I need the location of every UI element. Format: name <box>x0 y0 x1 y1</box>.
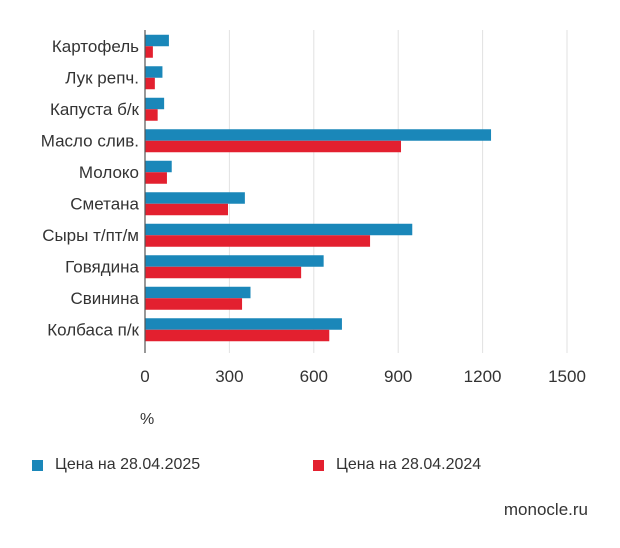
legend-swatch-2025 <box>32 459 43 471</box>
bar-2024 <box>145 46 153 58</box>
legend-item-2025: Цена на 28.04.2025 <box>32 456 200 474</box>
category-label: Сыры т/пт/м <box>42 226 139 245</box>
bar-2025 <box>145 318 342 330</box>
legend-item-2024: Цена на 28.04.2024 <box>313 456 481 474</box>
bar-2025 <box>145 129 492 141</box>
category-label: Капуста б/к <box>50 100 140 119</box>
bar-2024 <box>145 203 228 216</box>
category-label: Колбаса п/к <box>47 320 139 339</box>
grid <box>228 30 568 353</box>
bar-2024 <box>145 140 402 153</box>
bar-2025 <box>145 223 413 236</box>
x-tick-labels: 0 300 600 900 1200 1500 <box>140 367 586 386</box>
bar-2025 <box>145 286 251 299</box>
bar-2024 <box>145 266 302 279</box>
x-tick-label: 300 <box>215 367 243 386</box>
category-label: Картофель <box>52 37 139 56</box>
x-tick-label: 1200 <box>464 367 502 386</box>
bar-2025 <box>145 97 165 110</box>
bar-2024 <box>145 77 155 90</box>
bar-2024 <box>145 329 330 342</box>
category-label: Масло слив. <box>41 131 139 150</box>
x-tick-label: 1500 <box>548 367 586 386</box>
bar-2025 <box>145 160 172 173</box>
bar-2024 <box>145 109 158 121</box>
x-axis-unit-label: % <box>140 411 155 428</box>
bar-2024 <box>145 298 243 310</box>
bar-2025 <box>145 255 324 267</box>
bar-2024 <box>145 235 371 247</box>
source-label: monocle.ru <box>503 500 588 519</box>
category-labels: Картофель Лук репч. Капуста б/к Масло слив.… <box>41 37 140 340</box>
legend-label-2024: Цена на 28.04.2024 <box>336 456 482 473</box>
bar-2025 <box>145 66 163 78</box>
bar-2025 <box>145 34 169 47</box>
bar-2024 <box>145 172 167 184</box>
x-tick-label: 900 <box>384 367 412 386</box>
x-tick-label: 0 <box>140 367 149 386</box>
category-label: Сметана <box>70 194 139 213</box>
category-label: Свинина <box>70 289 139 308</box>
category-label: Молоко <box>79 163 139 182</box>
category-label: Лук репч. <box>65 68 139 87</box>
legend-swatch-2024 <box>313 459 324 471</box>
bars <box>145 34 492 342</box>
category-label: Говядина <box>65 257 139 276</box>
x-tick-label: 600 <box>300 367 328 386</box>
legend-label-2025: Цена на 28.04.2025 <box>55 456 201 473</box>
bar-2025 <box>145 192 245 204</box>
